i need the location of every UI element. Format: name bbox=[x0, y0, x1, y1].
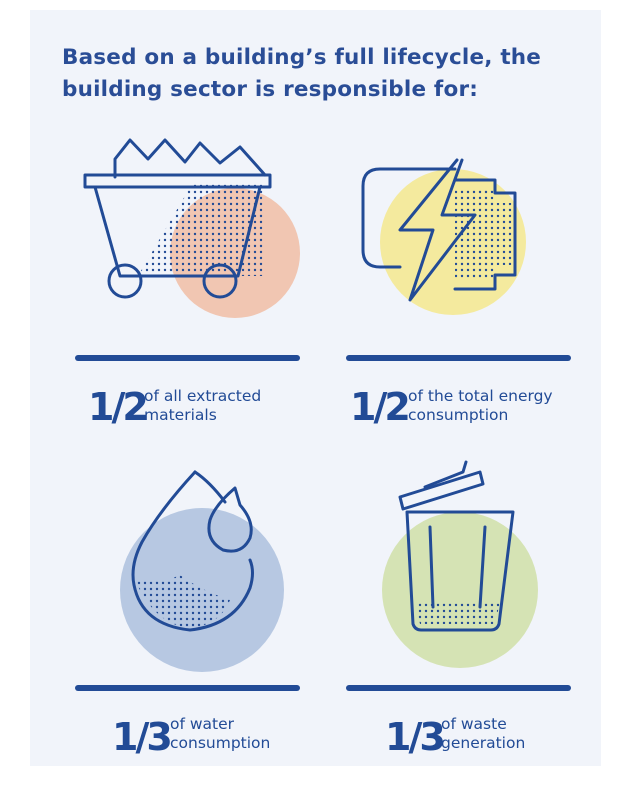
mine-cart-icon bbox=[83, 138, 300, 318]
stat-caption: of the total energy consumption bbox=[408, 387, 553, 425]
water-drops-icon bbox=[120, 470, 284, 672]
stat-caption: of all extracted materials bbox=[144, 387, 261, 425]
stat-caption-line: of water bbox=[170, 715, 235, 733]
lightning-battery-icon bbox=[361, 158, 526, 315]
trash-bin-icon bbox=[382, 460, 538, 668]
divider-bar bbox=[346, 355, 571, 361]
divider-bar bbox=[75, 685, 300, 691]
page-title: Based on a building’s full lifecycle, th… bbox=[62, 45, 542, 102]
stat-caption-line: consumption bbox=[170, 734, 271, 752]
stat-caption-line: consumption bbox=[408, 406, 509, 424]
stat-fraction: 1/2 bbox=[350, 385, 411, 429]
stat-caption-line: generation bbox=[441, 734, 526, 752]
stat-caption: of waste generation bbox=[441, 715, 525, 753]
waste-circle bbox=[382, 512, 538, 668]
stat-caption: of water consumption bbox=[170, 715, 270, 753]
stat-fraction: 1/2 bbox=[88, 385, 149, 429]
stat-caption-line: of all extracted bbox=[144, 387, 262, 405]
stat-fraction: 1/3 bbox=[112, 715, 173, 759]
divider-bar bbox=[75, 355, 300, 361]
stat-caption-line: of waste bbox=[441, 715, 507, 733]
stat-caption-line: of the total energy bbox=[408, 387, 553, 405]
stat-fraction: 1/3 bbox=[385, 715, 446, 759]
stat-caption-line: materials bbox=[144, 406, 217, 424]
divider-bar bbox=[346, 685, 571, 691]
